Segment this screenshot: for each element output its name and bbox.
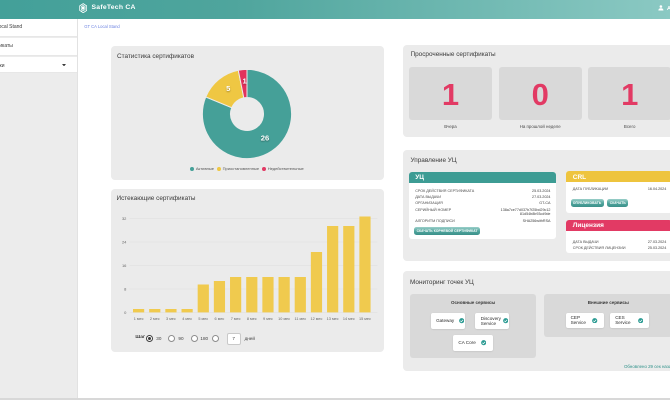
- svg-text:1 мес: 1 мес: [134, 317, 144, 321]
- svg-text:4 мес: 4 мес: [182, 317, 192, 321]
- svg-text:11 мес: 11 мес: [294, 317, 306, 321]
- svg-text:16: 16: [122, 263, 127, 268]
- svg-text:5: 5: [226, 84, 231, 93]
- svg-text:6 мес: 6 мес: [215, 317, 225, 321]
- svg-text:15 мес: 15 мес: [359, 317, 371, 321]
- svg-text:9 мес: 9 мес: [263, 317, 273, 321]
- svg-text:1: 1: [242, 76, 247, 85]
- svg-text:8 мес: 8 мес: [247, 317, 257, 321]
- svg-text:26: 26: [261, 133, 269, 142]
- svg-text:24: 24: [122, 239, 127, 244]
- svg-text:5 мес: 5 мес: [198, 317, 208, 321]
- svg-text:3 мес: 3 мес: [166, 317, 176, 321]
- svg-text:14 мес: 14 мес: [343, 317, 355, 321]
- svg-text:7 мес: 7 мес: [231, 317, 241, 321]
- svg-text:10 мес: 10 мес: [278, 317, 290, 321]
- svg-text:12 мес: 12 мес: [311, 317, 323, 321]
- svg-text:32: 32: [122, 216, 127, 221]
- svg-text:8: 8: [124, 286, 127, 291]
- svg-text:0: 0: [124, 310, 127, 315]
- svg-text:13 мес: 13 мес: [327, 317, 339, 321]
- svg-text:2 мес: 2 мес: [150, 317, 160, 321]
